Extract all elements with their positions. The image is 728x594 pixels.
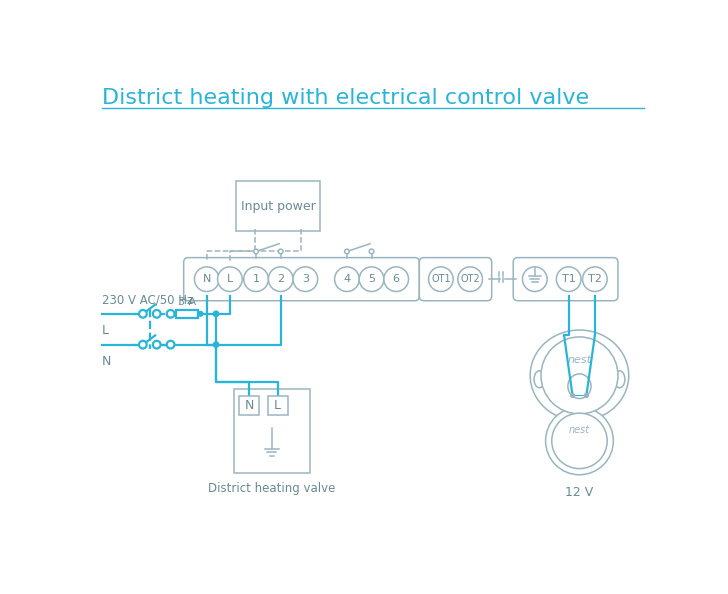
Circle shape — [523, 267, 547, 292]
Text: 230 V AC/50 Hz: 230 V AC/50 Hz — [102, 293, 194, 307]
Text: 3: 3 — [302, 274, 309, 284]
Ellipse shape — [614, 371, 625, 388]
Circle shape — [139, 310, 147, 318]
Text: L: L — [102, 324, 109, 337]
Circle shape — [167, 310, 175, 318]
Circle shape — [344, 249, 349, 254]
Text: 3 A: 3 A — [178, 296, 196, 307]
Text: T1: T1 — [562, 274, 576, 284]
Circle shape — [153, 341, 161, 349]
Circle shape — [585, 393, 588, 397]
Circle shape — [571, 393, 574, 397]
Text: N: N — [245, 399, 254, 412]
Ellipse shape — [568, 374, 591, 399]
Text: nest: nest — [569, 425, 590, 435]
Circle shape — [369, 249, 374, 254]
Text: L: L — [226, 274, 233, 284]
FancyBboxPatch shape — [234, 389, 310, 473]
Circle shape — [545, 407, 614, 475]
FancyBboxPatch shape — [236, 181, 320, 230]
Circle shape — [269, 267, 293, 292]
Text: N: N — [102, 355, 111, 368]
Text: 2: 2 — [277, 274, 284, 284]
FancyBboxPatch shape — [268, 396, 288, 415]
Text: OT1: OT1 — [431, 274, 451, 284]
FancyBboxPatch shape — [239, 396, 259, 415]
Text: 5: 5 — [368, 274, 375, 284]
Text: District heating with electrical control valve: District heating with electrical control… — [102, 89, 589, 108]
Circle shape — [198, 311, 203, 316]
Circle shape — [293, 267, 317, 292]
Text: Input power: Input power — [241, 200, 315, 213]
Circle shape — [278, 249, 283, 254]
Circle shape — [556, 267, 581, 292]
Text: 4: 4 — [344, 274, 350, 284]
Text: District heating valve: District heating valve — [208, 482, 336, 495]
Circle shape — [218, 267, 242, 292]
Text: 12 V: 12 V — [566, 485, 593, 498]
Circle shape — [458, 267, 483, 292]
Text: 6: 6 — [392, 274, 400, 284]
FancyBboxPatch shape — [183, 258, 419, 301]
FancyBboxPatch shape — [419, 258, 491, 301]
Circle shape — [153, 310, 161, 318]
FancyBboxPatch shape — [513, 258, 618, 301]
Circle shape — [359, 267, 384, 292]
Text: 1: 1 — [253, 274, 260, 284]
Circle shape — [139, 341, 147, 349]
Ellipse shape — [530, 330, 629, 421]
Circle shape — [541, 337, 618, 414]
Circle shape — [167, 341, 175, 349]
Circle shape — [244, 267, 269, 292]
Circle shape — [384, 267, 408, 292]
Text: OT2: OT2 — [460, 274, 480, 284]
Circle shape — [429, 267, 453, 292]
Text: N: N — [202, 274, 211, 284]
Text: T2: T2 — [588, 274, 602, 284]
Circle shape — [335, 267, 359, 292]
Circle shape — [213, 342, 218, 347]
Circle shape — [213, 311, 218, 317]
Text: nest: nest — [567, 355, 591, 365]
Circle shape — [194, 267, 219, 292]
Circle shape — [552, 413, 607, 469]
Ellipse shape — [534, 371, 545, 388]
Bar — [176, 310, 197, 318]
Circle shape — [254, 249, 258, 254]
Text: L: L — [274, 399, 281, 412]
Circle shape — [582, 267, 607, 292]
